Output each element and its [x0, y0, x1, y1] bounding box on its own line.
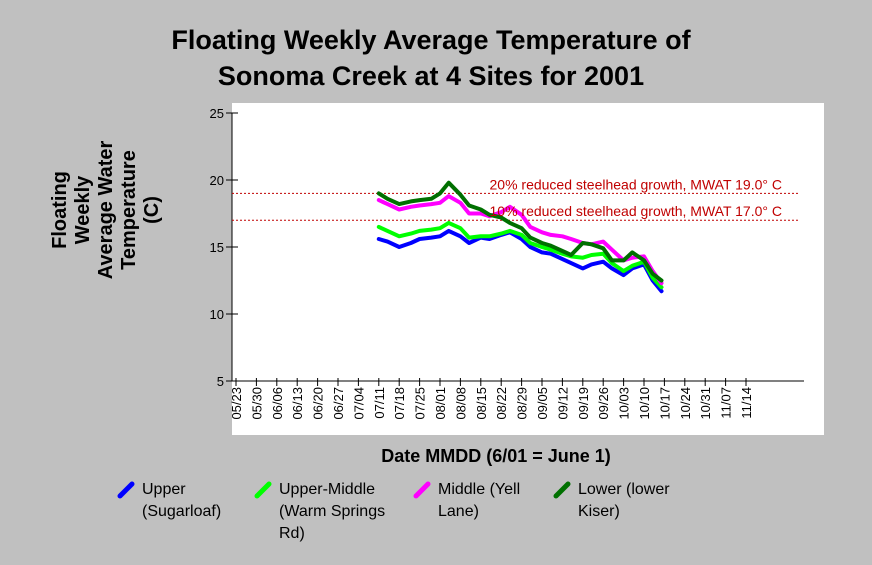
- x-tick-label: 10/31: [698, 387, 713, 420]
- legend-swatch: [254, 481, 272, 499]
- legend-swatch: [553, 481, 571, 499]
- x-tick-label: 06/06: [270, 387, 285, 420]
- series-line: [376, 220, 664, 290]
- legend-swatch: [117, 481, 135, 499]
- series-line: [376, 228, 664, 294]
- x-tick-label: 09/12: [555, 387, 570, 420]
- y-axis-label-line-5: (C): [141, 196, 163, 224]
- legend-label: Lower (lower: [578, 481, 670, 498]
- x-tick-label: 05/30: [249, 387, 264, 420]
- legend-label: Rd): [279, 525, 305, 542]
- x-tick-label: 09/26: [596, 387, 611, 420]
- legend-label: Kiser): [578, 503, 620, 520]
- x-tick-label: 08/22: [494, 387, 509, 420]
- x-tick-label: 07/04: [351, 387, 366, 420]
- legend-label: (Sugarloaf): [142, 503, 221, 520]
- chart-title-line-2: Sonoma Creek at 4 Sites for 2001: [218, 61, 644, 91]
- x-tick-label: 08/01: [433, 387, 448, 420]
- x-axis-label: Date MMDD (6/01 = June 1): [381, 446, 611, 466]
- x-tick-label: 10/03: [617, 387, 632, 420]
- x-tick-label: 09/19: [576, 387, 591, 420]
- series-line: [376, 194, 664, 286]
- y-axis-label-line-3: Average Water: [95, 140, 117, 279]
- x-tick-label: 08/29: [515, 387, 530, 420]
- y-axis-label-line-4: Temperature: [118, 150, 140, 270]
- x-tick-label: 10/17: [657, 387, 672, 420]
- y-tick-label: 20: [210, 173, 224, 188]
- x-tick-label: 06/20: [311, 387, 326, 420]
- legend: Upper (Sugarloaf) Upper-Middle (Warm Spring…: [117, 481, 670, 542]
- series-line: [376, 180, 664, 283]
- plot-group: 5 10 15 20 25 05/23 05/30 06/06 06/13 06/20 06/27 0…: [210, 106, 804, 420]
- x-tick-label: 11/07: [719, 387, 734, 419]
- x-tick-label: 08/15: [474, 387, 489, 420]
- plot-area: [232, 103, 824, 435]
- x-tick-label: 07/25: [413, 387, 428, 420]
- legend-swatch: [413, 481, 431, 499]
- legend-label: Lane): [438, 503, 479, 520]
- x-tick-label: 11/14: [739, 387, 754, 419]
- reference-line-label: 20% reduced steelhead growth, MWAT 19.0°…: [490, 176, 783, 192]
- x-tick-label: 07/18: [392, 387, 407, 420]
- y-axis-label-line-1: Floating: [49, 171, 71, 249]
- x-tick-label: 07/11: [372, 387, 387, 419]
- legend-label: Upper: [142, 481, 186, 498]
- x-tick-label: 05/23: [229, 387, 244, 420]
- legend-label: (Warm Springs: [279, 503, 385, 520]
- x-tick-label: 06/13: [290, 387, 305, 420]
- x-tick-label: 06/27: [331, 387, 346, 420]
- y-tick-label: 5: [217, 374, 224, 389]
- chart-title-line-1: Floating Weekly Average Temperature of: [171, 25, 691, 55]
- x-tick-label: 09/05: [535, 387, 550, 420]
- y-axis-label-line-2: Weekly: [72, 175, 94, 244]
- x-tick-label: 10/24: [678, 387, 693, 420]
- reference-line-label: 10% reduced steelhead growth, MWAT 17.0°…: [490, 203, 783, 219]
- x-tick-label: 10/10: [637, 387, 652, 420]
- y-tick-label: 25: [210, 106, 224, 121]
- y-tick-label: 10: [210, 307, 224, 322]
- y-tick-label: 15: [210, 240, 224, 255]
- legend-label: Upper-Middle: [279, 481, 375, 498]
- x-tick-label: 08/08: [453, 387, 468, 420]
- legend-label: Middle (Yell: [438, 481, 520, 498]
